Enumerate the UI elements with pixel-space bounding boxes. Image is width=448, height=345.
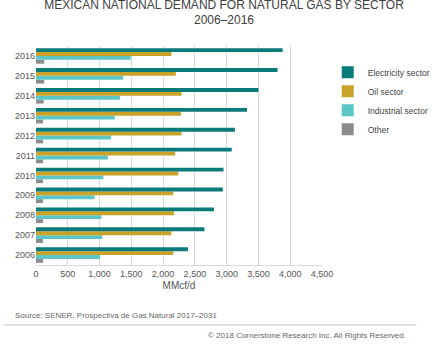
svg-text:2014: 2014 bbox=[15, 91, 35, 101]
svg-text:2006: 2006 bbox=[15, 250, 35, 260]
svg-text:2011: 2011 bbox=[16, 151, 35, 161]
svg-text:500: 500 bbox=[60, 269, 75, 279]
svg-text:3,500: 3,500 bbox=[247, 269, 270, 279]
svg-text:2009: 2009 bbox=[15, 190, 35, 200]
svg-text:Source: SENER, Prospectiva de: Source: SENER, Prospectiva de Gas Natura… bbox=[15, 311, 217, 320]
svg-text:MMcf/d: MMcf/d bbox=[163, 280, 196, 291]
svg-text:MEXICAN NATIONAL DEMAND FOR NA: MEXICAN NATIONAL DEMAND FOR NATURAL GAS … bbox=[44, 0, 404, 27]
svg-text:© 2018 Cornerstone Research In: © 2018 Cornerstone Research Inc. All Rig… bbox=[208, 331, 406, 340]
svg-text:1,500: 1,500 bbox=[120, 269, 143, 279]
svg-text:2,000: 2,000 bbox=[152, 269, 175, 279]
svg-text:0: 0 bbox=[33, 269, 38, 279]
svg-text:2010: 2010 bbox=[15, 171, 35, 181]
svg-text:2015: 2015 bbox=[15, 71, 35, 81]
svg-text:Electricity sector: Electricity sector bbox=[368, 68, 430, 78]
svg-text:4,500: 4,500 bbox=[311, 269, 334, 279]
svg-text:3,000: 3,000 bbox=[215, 269, 238, 279]
svg-text:1,000: 1,000 bbox=[88, 269, 111, 279]
svg-text:4,000: 4,000 bbox=[279, 269, 302, 279]
svg-text:2,500: 2,500 bbox=[184, 269, 207, 279]
svg-text:2008: 2008 bbox=[15, 210, 35, 220]
svg-text:2012: 2012 bbox=[15, 131, 35, 141]
svg-text:Other: Other bbox=[368, 125, 389, 135]
svg-text:2013: 2013 bbox=[15, 111, 35, 121]
svg-text:2016: 2016 bbox=[15, 51, 35, 61]
svg-text:Oil sector: Oil sector bbox=[368, 87, 404, 97]
svg-text:2007: 2007 bbox=[15, 230, 35, 240]
svg-text:Industrial sector: Industrial sector bbox=[368, 106, 428, 116]
